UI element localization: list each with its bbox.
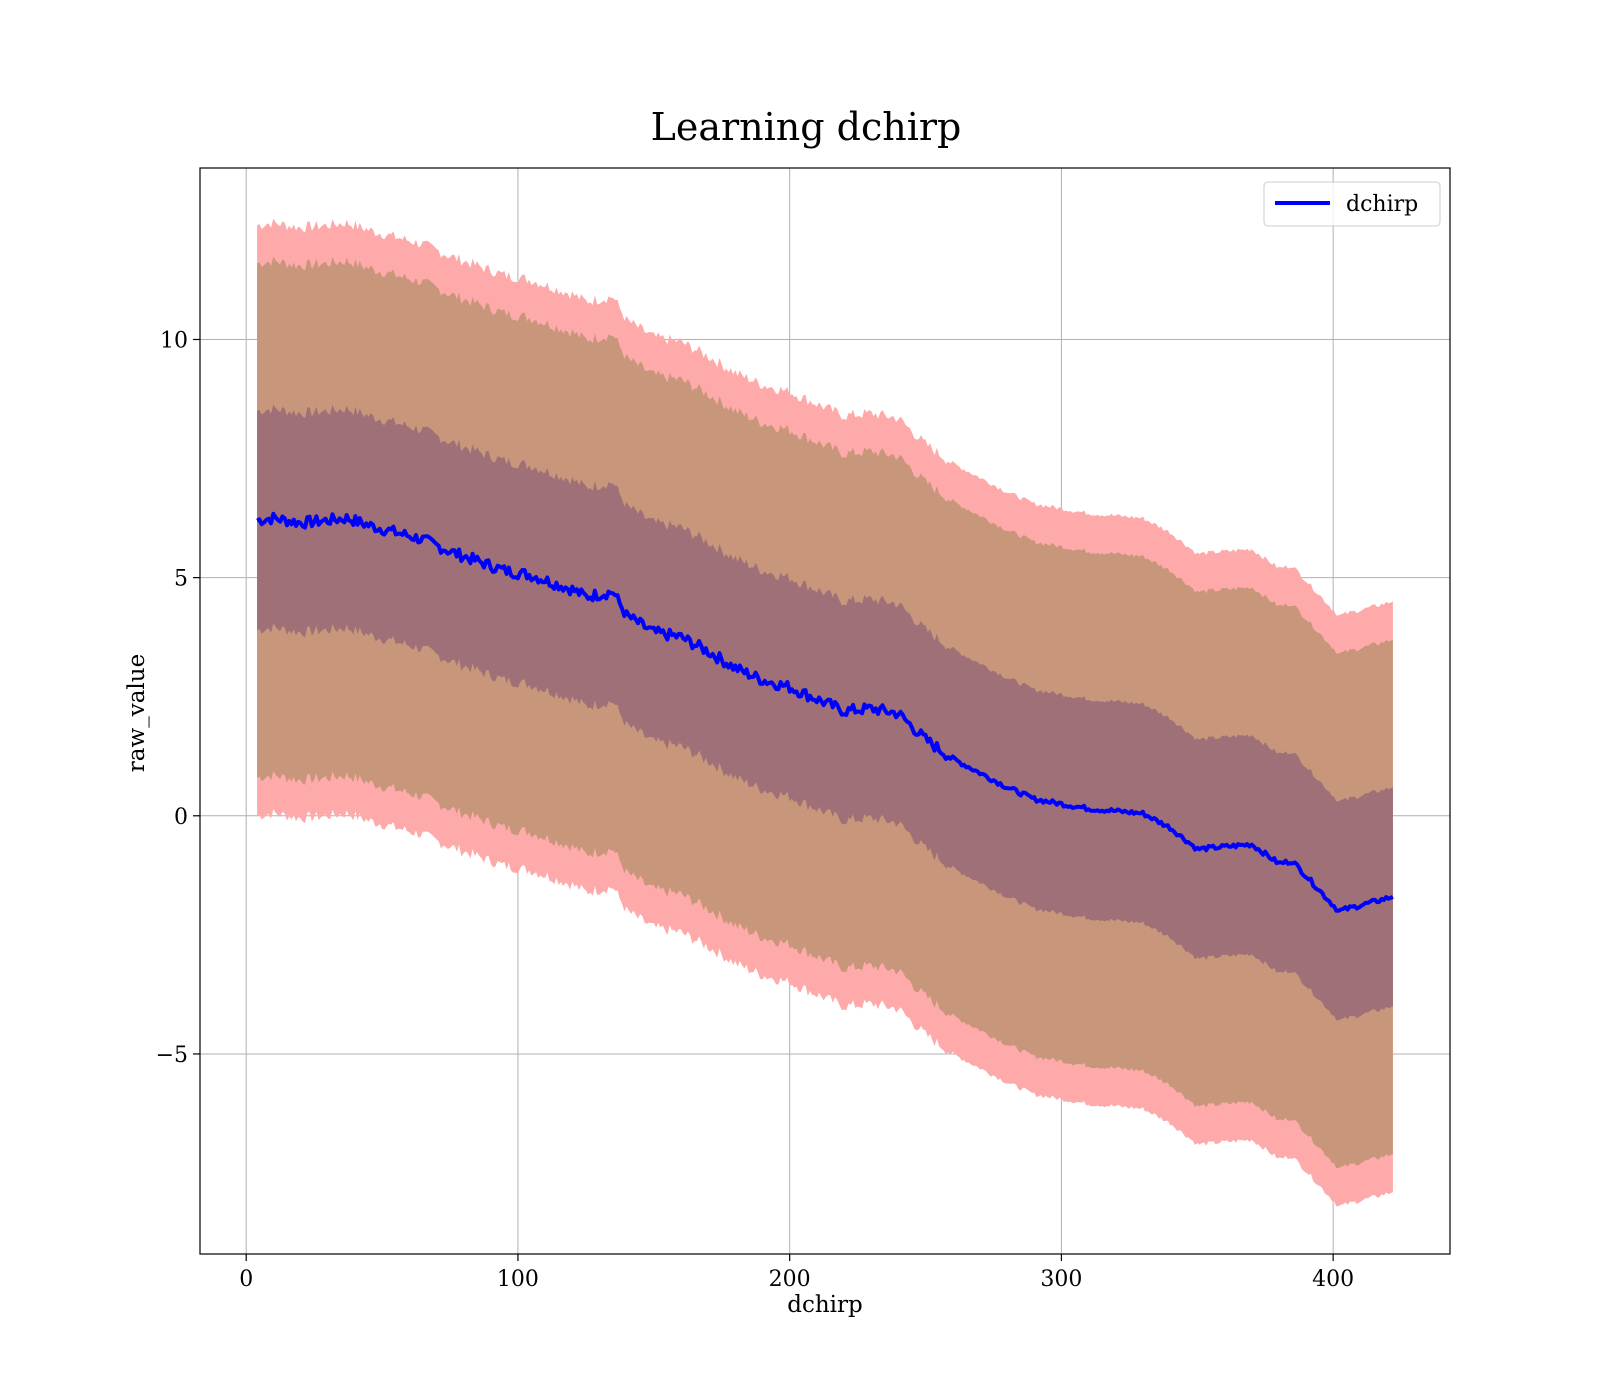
legend-label-dchirp: dchirp — [1346, 192, 1418, 217]
x-tick-label: 200 — [769, 1267, 811, 1292]
band-inner — [257, 404, 1393, 1021]
y-tick-label: 0 — [174, 805, 188, 830]
y-axis-label: raw_value — [124, 654, 150, 772]
tick-layer: 0 100 200 300 400 −5 0 5 10 — [156, 328, 1355, 1292]
x-tick-label: 100 — [497, 1267, 539, 1292]
y-tick-label: 5 — [174, 567, 188, 592]
plot-frame — [199, 167, 1451, 1255]
band-layer — [257, 218, 1393, 1207]
legend-box — [1263, 181, 1441, 227]
y-tick-label: 10 — [160, 328, 188, 353]
x-tick-label: 300 — [1040, 1267, 1082, 1292]
x-axis-label: dchirp — [787, 1292, 863, 1318]
series-line-dchirp — [256, 511, 1394, 913]
x-tick-label: 400 — [1312, 1267, 1354, 1292]
line-layer — [256, 511, 1394, 913]
y-tick-label: −5 — [156, 1043, 188, 1068]
x-tick-label: 0 — [239, 1267, 253, 1292]
legend: dchirp — [1263, 181, 1441, 227]
chart-title: Learning dchirp — [651, 105, 962, 149]
